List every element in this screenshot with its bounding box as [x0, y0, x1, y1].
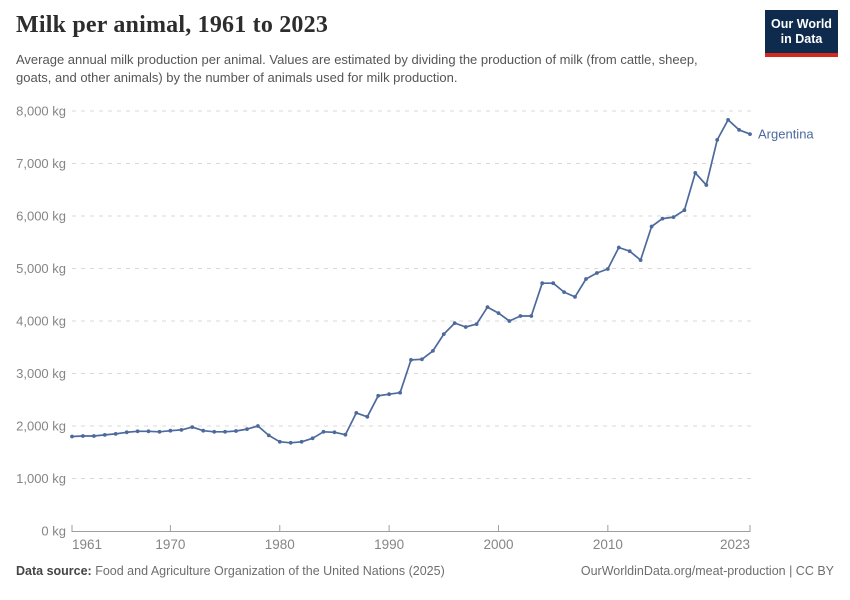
- data-point: [266, 433, 271, 438]
- data-point: [168, 428, 173, 433]
- data-point: [627, 249, 632, 254]
- data-point: [124, 430, 129, 435]
- data-point: [737, 127, 741, 132]
- data-point: [605, 267, 610, 271]
- data-point: [234, 429, 238, 433]
- data-source-label: Data source:: [16, 564, 92, 578]
- data-point: [277, 439, 282, 444]
- y-tick-label: 4,000 kg: [16, 314, 66, 329]
- data-point: [463, 325, 468, 329]
- y-tick-label: 1,000 kg: [16, 471, 66, 486]
- data-point: [726, 118, 730, 122]
- data-point: [551, 281, 556, 286]
- data-source: Data source: Food and Agriculture Organi…: [16, 564, 445, 578]
- data-point: [704, 183, 709, 187]
- data-point: [748, 132, 752, 137]
- y-tick-label: 0 kg: [41, 524, 66, 539]
- x-tick-label: 2023: [720, 537, 750, 552]
- data-point: [146, 429, 151, 434]
- data-point: [616, 245, 621, 250]
- data-point: [660, 216, 665, 221]
- x-tick-label: 2010: [593, 537, 623, 552]
- data-point: [157, 429, 162, 434]
- chart-title: Milk per animal, 1961 to 2023: [16, 12, 329, 38]
- y-tick-label: 6,000 kg: [16, 209, 66, 224]
- data-point: [518, 314, 523, 318]
- data-point: [212, 429, 217, 434]
- data-point: [529, 314, 534, 318]
- y-tick-label: 5,000 kg: [16, 261, 66, 276]
- data-point: [135, 429, 140, 434]
- x-tick-label: 1980: [265, 537, 295, 552]
- series-line: [71, 119, 751, 444]
- data-point: [474, 322, 479, 326]
- data-point: [245, 427, 249, 431]
- data-point: [299, 439, 304, 444]
- data-point: [485, 305, 490, 309]
- owid-logo-text: Our World in Data: [765, 10, 838, 53]
- owid-url-credit: OurWorldinData.org/meat-production | CC …: [580, 564, 834, 578]
- data-source-text: Food and Agriculture Organization of the…: [95, 564, 445, 578]
- x-tick-label: 1970: [155, 537, 185, 552]
- data-point: [92, 434, 96, 438]
- data-point: [638, 258, 643, 262]
- y-tick-label: 7,000 kg: [16, 156, 66, 171]
- owid-logo-line2: in Data: [780, 31, 823, 46]
- data-point: [179, 428, 184, 432]
- data-point: [441, 332, 446, 336]
- data-point: [715, 138, 720, 142]
- data-point: [584, 277, 588, 281]
- data-point: [288, 440, 293, 445]
- owid-logo-stripe: [765, 52, 838, 57]
- data-point: [649, 224, 654, 229]
- data-point: [671, 215, 676, 220]
- x-tick-label: 2000: [483, 537, 513, 552]
- data-point: [431, 349, 435, 353]
- data-point: [354, 411, 359, 415]
- data-point: [595, 271, 599, 275]
- data-point: [496, 311, 501, 315]
- data-point: [387, 392, 391, 397]
- data-point: [102, 433, 107, 437]
- data-point: [332, 430, 337, 435]
- data-point: [398, 390, 402, 395]
- data-point: [540, 281, 545, 286]
- data-point: [81, 434, 85, 438]
- owid-logo-line1: Our World: [771, 17, 832, 31]
- data-point: [420, 357, 424, 362]
- y-tick-label: 3,000 kg: [16, 366, 66, 381]
- owid-logo[interactable]: Our World in Data: [765, 10, 838, 57]
- series-label: Argentina: [758, 127, 814, 142]
- data-point: [573, 295, 577, 299]
- data-point: [452, 321, 457, 325]
- data-point: [310, 436, 315, 441]
- chart-subtitle: Average annual milk production per anima…: [16, 52, 698, 85]
- x-tick-label: 1990: [374, 537, 404, 552]
- data-point: [256, 424, 260, 428]
- data-point: [376, 393, 381, 398]
- data-point: [223, 429, 228, 434]
- data-point: [70, 434, 74, 439]
- y-tick-label: 2,000 kg: [16, 419, 66, 434]
- data-point: [113, 432, 118, 436]
- data-point: [201, 428, 206, 433]
- data-point: [365, 414, 370, 419]
- x-tick-label: 1961: [72, 537, 102, 552]
- data-point: [562, 290, 566, 294]
- data-point: [682, 208, 687, 213]
- data-point: [343, 432, 348, 437]
- data-point: [321, 429, 326, 434]
- chart-footer: Data source: Food and Agriculture Organi…: [16, 564, 834, 578]
- data-point: [693, 171, 698, 175]
- y-tick-label: 8,000 kg: [16, 104, 66, 119]
- data-point: [409, 358, 413, 362]
- data-point: [190, 425, 195, 429]
- data-point: [507, 319, 512, 323]
